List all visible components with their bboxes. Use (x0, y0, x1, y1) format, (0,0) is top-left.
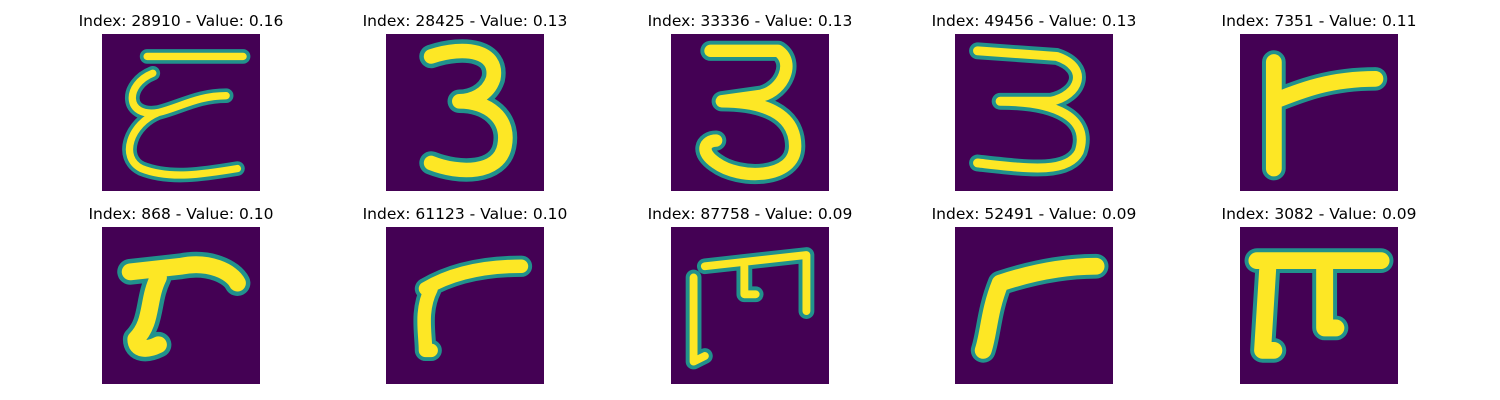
panel-9: Index: 52491 - Value: 0.09 (904, 205, 1164, 385)
panel-7: Index: 61123 - Value: 0.10 (335, 205, 595, 385)
digit-image (1240, 34, 1398, 191)
panel-title: Index: 52491 - Value: 0.09 (904, 205, 1164, 223)
panel-6: Index: 868 - Value: 0.10 (51, 205, 311, 385)
panel-title: Index: 7351 - Value: 0.11 (1189, 12, 1449, 30)
panel-8: Index: 87758 - Value: 0.09 (620, 205, 880, 385)
digit-image (955, 34, 1113, 191)
panel-title: Index: 28425 - Value: 0.13 (335, 12, 595, 30)
digit-image (955, 227, 1113, 384)
panel-title: Index: 33336 - Value: 0.13 (620, 12, 880, 30)
panel-3: Index: 33336 - Value: 0.13 (620, 12, 880, 192)
panel-1: Index: 28910 - Value: 0.16 (51, 12, 311, 192)
digit-image (102, 34, 260, 191)
panel-title: Index: 61123 - Value: 0.10 (335, 205, 595, 223)
digit-image (671, 34, 829, 191)
panel-title: Index: 868 - Value: 0.10 (51, 205, 311, 223)
panel-title: Index: 28910 - Value: 0.16 (51, 12, 311, 30)
digit-image (671, 227, 829, 384)
panel-title: Index: 49456 - Value: 0.13 (904, 12, 1164, 30)
digit-image (386, 227, 544, 384)
digit-image (102, 227, 260, 384)
panel-title: Index: 87758 - Value: 0.09 (620, 205, 880, 223)
digit-image (386, 34, 544, 191)
panel-2: Index: 28425 - Value: 0.13 (335, 12, 595, 192)
panel-title: Index: 3082 - Value: 0.09 (1189, 205, 1449, 223)
panel-4: Index: 49456 - Value: 0.13 (904, 12, 1164, 192)
panel-5: Index: 7351 - Value: 0.11 (1189, 12, 1449, 192)
panel-10: Index: 3082 - Value: 0.09 (1189, 205, 1449, 385)
digit-image (1240, 227, 1398, 384)
